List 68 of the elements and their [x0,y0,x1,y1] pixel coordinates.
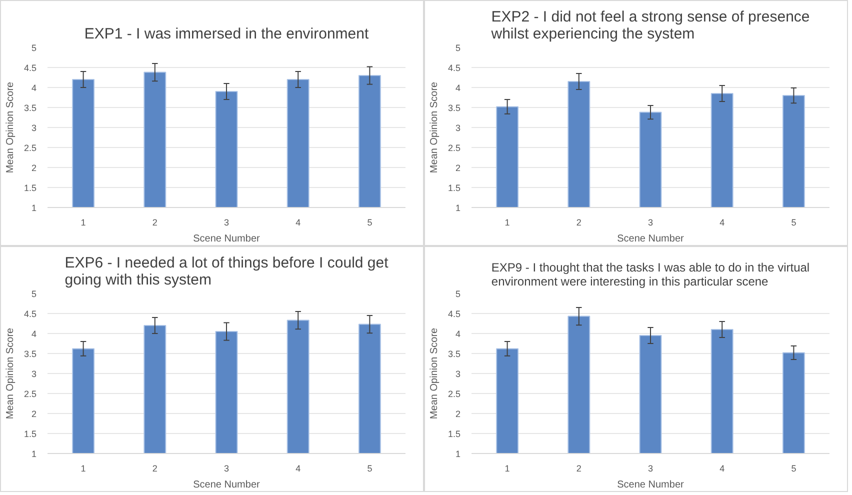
x-tick-label: 1 [504,464,510,474]
y-axis-title: Mean Opinion Score [4,81,16,174]
y-tick-label: 3.5 [448,349,461,359]
y-tick-label: 3.5 [24,103,37,113]
x-tick-label: 2 [576,464,582,474]
y-tick-label: 2.5 [448,389,461,399]
x-tick-label: 2 [576,218,582,228]
y-tick-label: 1 [455,203,461,213]
y-tick-label: 3.5 [448,103,461,113]
y-tick-label: 2.5 [24,143,37,153]
y-tick-label: 1.5 [448,429,461,439]
y-tick-label: 4.5 [24,309,37,319]
y-tick-label: 4 [31,83,37,93]
y-tick-label: 4 [31,329,37,339]
y-tick-label: 1 [455,449,461,459]
y-tick-label: 2 [455,163,461,173]
x-tick-label: 4 [296,218,301,228]
x-tick-label: 1 [80,464,86,474]
x-tick-label: 3 [648,464,654,474]
x-tick-label: 4 [720,464,725,474]
y-tick-label: 1.5 [24,429,37,439]
x-tick-label: 4 [296,464,301,474]
x-tick-label: 5 [367,218,372,228]
chart-title: EXP9 - I thought that the tasks I was able to do in the virtual environment were interesting in this particular scene [491,260,810,288]
x-tick-label: 3 [224,218,230,228]
y-tick-label: 5 [31,43,37,53]
y-tick-label: 2 [455,409,461,419]
y-tick-label: 3 [31,123,37,133]
x-axis-title: Scene Number [193,480,261,490]
y-tick-label: 4.5 [448,63,461,73]
x-tick-label: 1 [504,218,510,228]
y-tick-label: 4 [455,329,461,339]
y-tick-label: 3 [455,369,461,379]
y-tick-label: 1.5 [448,183,461,193]
y-tick-label: 2.5 [448,143,461,153]
x-tick-label: 2 [152,464,158,474]
y-axis-title: Mean Opinion Score [428,81,440,174]
chart-title: EXP6 - I needed a lot of things before I could get going with this system [64,254,390,288]
y-tick-label: 4.5 [24,63,37,73]
y-tick-label: 2 [31,163,37,173]
x-tick-label: 3 [224,464,230,474]
y-axis-title: Mean Opinion Score [4,327,16,420]
x-tick-label: 2 [152,218,158,228]
y-tick-label: 1 [31,203,37,213]
x-tick-label: 4 [720,218,725,228]
x-tick-label: 5 [791,218,796,228]
x-tick-label: 3 [648,218,654,228]
chart-title: EXP2 - I did not feel a strong sense of presence whilst experiencing the system [490,8,810,42]
y-tick-label: 5 [455,289,461,299]
x-tick-label: 5 [367,464,372,474]
y-tick-label: 4.5 [448,309,461,319]
y-tick-label: 3 [31,369,37,379]
y-tick-label: 5 [455,43,461,53]
y-tick-label: 3.5 [24,349,37,359]
x-axis-title: Scene Number [617,480,685,490]
y-tick-label: 1.5 [24,183,37,193]
x-axis-title: Scene Number [617,234,685,244]
x-tick-label: 5 [791,464,796,474]
x-tick-label: 1 [80,218,86,228]
x-axis-title: Scene Number [193,234,261,244]
y-axis-title: Mean Opinion Score [428,327,440,420]
chart-title: EXP1 - I was immersed in the environment [84,26,370,42]
y-tick-label: 2 [31,409,37,419]
y-tick-label: 4 [455,83,461,93]
y-tick-label: 5 [31,289,37,299]
y-tick-label: 1 [31,449,37,459]
y-tick-label: 2.5 [24,389,37,399]
y-tick-label: 3 [455,123,461,133]
